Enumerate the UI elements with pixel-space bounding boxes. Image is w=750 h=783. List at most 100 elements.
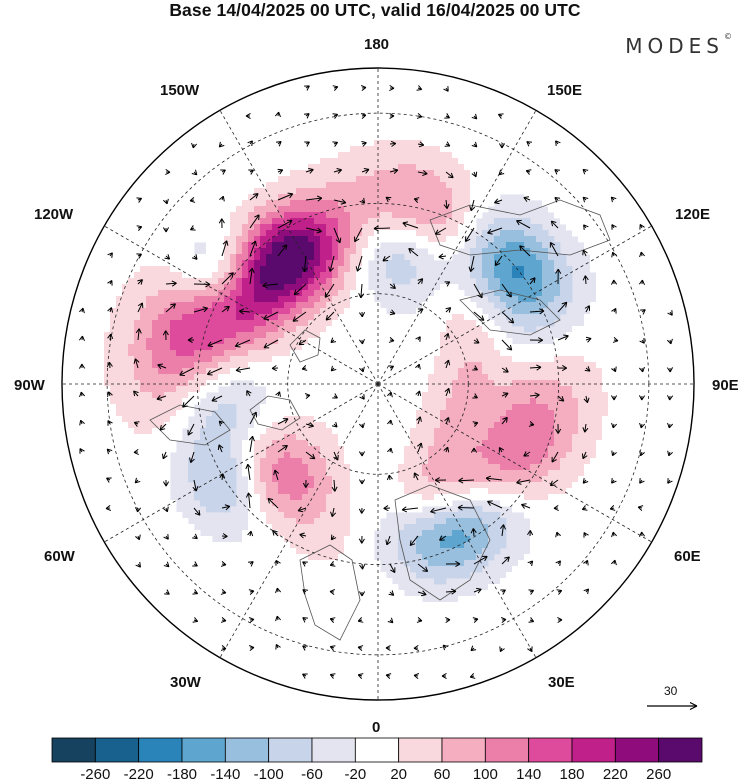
field-cell <box>518 110 525 117</box>
field-cell <box>218 170 225 177</box>
field-cell <box>386 152 393 159</box>
field-cell <box>362 248 369 255</box>
field-cell <box>170 362 177 369</box>
field-cell <box>392 356 399 363</box>
field-cell <box>68 416 75 423</box>
field-cell <box>416 158 423 165</box>
field-cell <box>482 242 489 249</box>
field-cell <box>350 320 357 327</box>
field-cell <box>380 176 387 183</box>
field-cell <box>548 242 555 249</box>
field-cell <box>122 272 129 279</box>
field-cell <box>596 422 603 429</box>
field-cell <box>314 320 321 327</box>
field-cell <box>164 212 171 219</box>
field-cell <box>170 338 177 345</box>
field-cell <box>422 314 429 321</box>
field-cell <box>572 416 579 423</box>
field-cell <box>398 410 405 417</box>
field-cell <box>158 404 165 411</box>
field-cell <box>320 392 327 399</box>
field-cell <box>482 416 489 423</box>
field-cell <box>440 104 447 111</box>
field-cell <box>140 410 147 417</box>
field-cell <box>656 290 663 297</box>
field-cell <box>188 176 195 183</box>
field-cell <box>194 278 201 285</box>
field-cell <box>284 344 291 351</box>
field-cell <box>254 254 261 261</box>
field-cell <box>662 398 669 405</box>
field-cell <box>170 308 177 315</box>
field-cell <box>302 392 309 399</box>
field-cell <box>584 374 591 381</box>
field-cell <box>260 332 267 339</box>
field-cell <box>206 374 213 381</box>
field-cell <box>572 344 579 351</box>
field-cell <box>674 320 681 327</box>
field-cell <box>260 206 267 213</box>
field-cell <box>188 326 195 333</box>
field-cell <box>278 194 285 201</box>
field-cell <box>434 350 441 357</box>
field-cell <box>578 386 585 393</box>
field-cell <box>554 182 561 189</box>
field-cell <box>224 380 231 387</box>
field-cell <box>590 356 597 363</box>
field-cell <box>188 278 195 285</box>
field-cell <box>212 254 219 261</box>
field-cell <box>488 104 495 111</box>
field-cell <box>122 320 129 327</box>
field-cell <box>500 236 507 243</box>
field-cell <box>494 218 501 225</box>
field-cell <box>212 416 219 423</box>
field-cell <box>386 332 393 339</box>
field-cell <box>344 284 351 291</box>
field-cell <box>290 392 297 399</box>
field-cell <box>284 392 291 399</box>
field-cell <box>92 302 99 309</box>
field-cell <box>464 104 471 111</box>
field-cell <box>206 194 213 201</box>
page-title: Base 14/04/2025 00 UTC, valid 16/04/2025… <box>169 0 581 20</box>
field-cell <box>224 230 231 237</box>
field-cell <box>674 416 681 423</box>
field-cell <box>260 140 267 147</box>
field-cell <box>98 230 105 237</box>
field-cell <box>590 236 597 243</box>
field-cell <box>536 248 543 255</box>
field-cell <box>188 230 195 237</box>
field-cell <box>572 152 579 159</box>
field-cell <box>368 386 375 393</box>
field-cell <box>446 254 453 261</box>
field-cell <box>518 260 525 267</box>
field-cell <box>650 242 657 249</box>
field-cell <box>284 278 291 285</box>
field-cell <box>446 398 453 405</box>
field-cell <box>308 230 315 237</box>
field-cell <box>332 74 339 81</box>
field-cell <box>602 278 609 285</box>
field-cell <box>464 116 471 123</box>
field-cell <box>494 188 501 195</box>
field-cell <box>320 290 327 297</box>
field-cell <box>656 392 663 399</box>
field-cell <box>632 266 639 273</box>
field-cell <box>446 74 453 81</box>
field-cell <box>116 284 123 291</box>
field-cell <box>128 404 135 411</box>
field-cell <box>248 188 255 195</box>
field-cell <box>320 338 327 345</box>
field-cell <box>266 224 273 231</box>
field-cell <box>548 344 555 351</box>
field-cell <box>200 254 207 261</box>
field-cell <box>662 326 669 333</box>
field-cell <box>410 320 417 327</box>
field-cell <box>494 254 501 261</box>
field-cell <box>362 146 369 153</box>
field-cell <box>302 74 309 81</box>
field-cell <box>326 230 333 237</box>
field-cell <box>296 110 303 117</box>
field-cell <box>602 392 609 399</box>
field-cell <box>386 380 393 387</box>
